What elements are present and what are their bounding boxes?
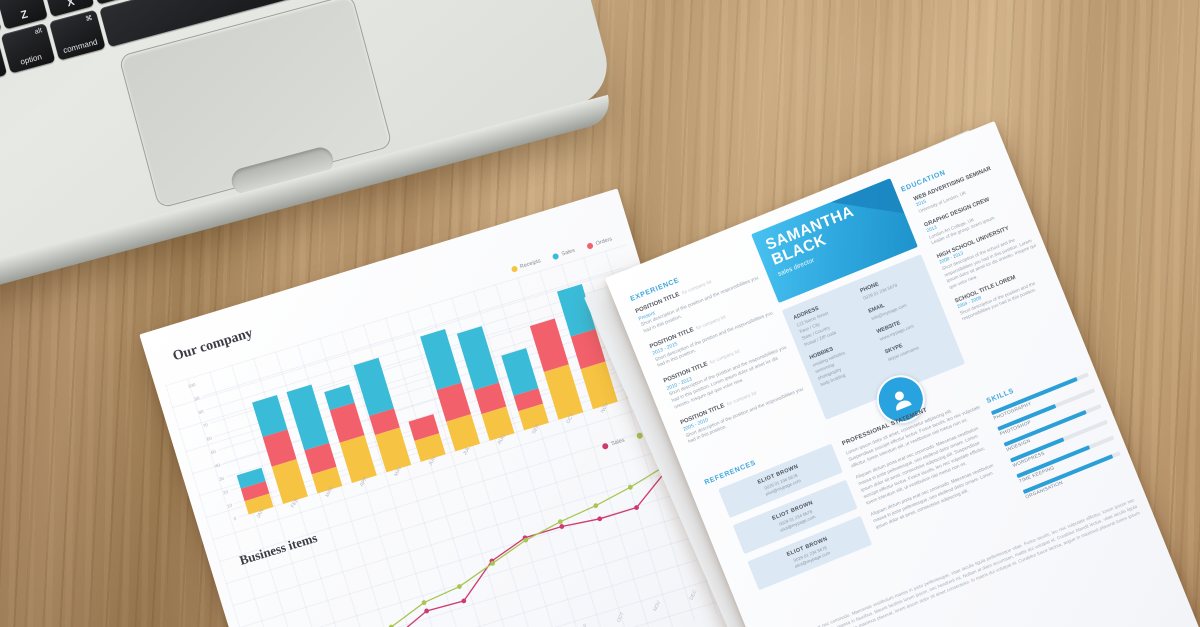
option-label: option [19, 52, 43, 67]
legend-label: Receipts [519, 258, 542, 271]
option-key[interactable]: alt option [0, 23, 56, 74]
legend-label: Orders [595, 236, 613, 248]
bar-segment [420, 328, 462, 390]
data-point [597, 516, 603, 522]
resume-paper: SAMANTHA BLACK sales director EXPERIENCE… [604, 121, 1200, 627]
legend-dot-icon [510, 265, 519, 273]
data-point [490, 560, 495, 566]
bar-segment [580, 361, 618, 410]
references-list: ELIOT BROWN 0029 01 234 5678 eliot@mypag… [709, 443, 873, 595]
person-icon [894, 391, 912, 411]
line-series-orders [286, 465, 665, 627]
data-point [634, 505, 639, 510]
bar-segment [339, 435, 377, 483]
legend-dot-icon [586, 242, 594, 250]
stacked-bar [408, 414, 446, 462]
legend-dot-icon [552, 252, 560, 261]
data-point [421, 600, 427, 605]
skill-label: ORGANISATION [1024, 480, 1064, 500]
data-point [523, 537, 529, 543]
bar-segment [374, 427, 412, 473]
bar-segment [286, 384, 330, 451]
statement-section: PROFESSIONAL STATEMENT Lorem ipsum dolor… [841, 388, 1011, 535]
data-point [559, 524, 565, 529]
command-key[interactable]: ⌘ command [49, 9, 106, 61]
data-point [593, 503, 599, 509]
command-label: command [62, 37, 99, 56]
statement-paragraphs: Lorem ipsum dolor sit amet, consectetur … [845, 398, 1009, 531]
bar-segment [529, 318, 569, 372]
bar-segment [456, 326, 499, 390]
command-symbol: ⌘ [84, 14, 94, 24]
legend-item: Orders [586, 236, 613, 250]
stacked-bar [236, 468, 274, 515]
legend-item: Sales [552, 247, 576, 261]
y-axis-tick: 0 [233, 515, 237, 522]
alt-label: alt [33, 27, 43, 36]
bar-segment [543, 364, 584, 420]
bar-chart-title: Our company [171, 325, 255, 365]
legend-label: Sales [560, 247, 576, 258]
bar-segment [271, 458, 308, 504]
data-point [457, 584, 462, 589]
data-point [627, 484, 633, 490]
avatar [869, 368, 933, 431]
data-point [461, 598, 467, 604]
data-point [424, 608, 430, 614]
line-series-sales [289, 470, 667, 627]
bar-segment [353, 357, 395, 417]
data-point [557, 519, 563, 525]
